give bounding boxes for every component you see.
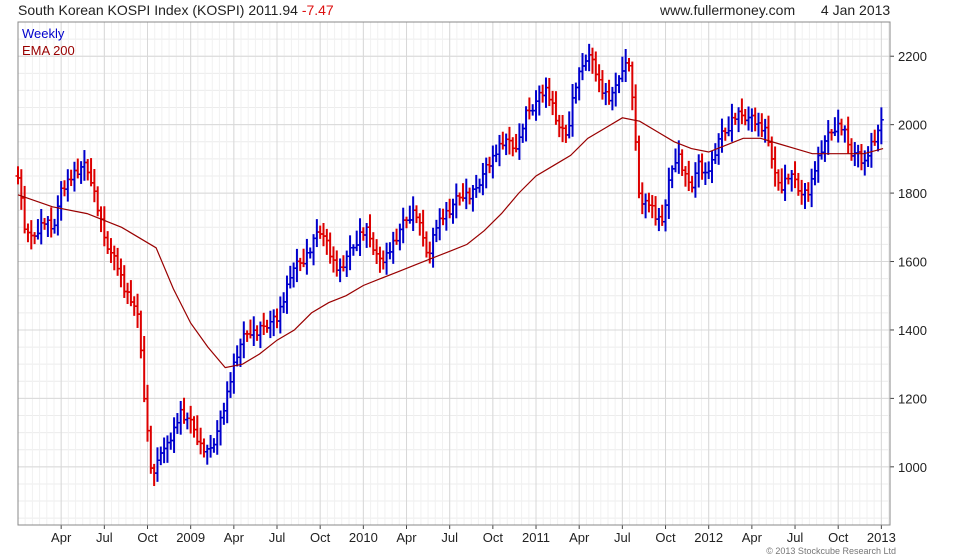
x-tick-label: Oct (310, 530, 331, 545)
x-tick-label: Apr (396, 530, 417, 545)
x-tick-label: 2010 (349, 530, 378, 545)
legend-ema-200: EMA 200 (22, 43, 75, 58)
x-tick-label: Oct (137, 530, 158, 545)
index-title: South Korean KOSPI Index (KOSPI) (18, 2, 245, 18)
x-tick-label: Apr (51, 530, 72, 545)
change-value: -7.47 (301, 2, 334, 18)
x-tick-label: Jul (787, 530, 804, 545)
y-tick-label: 2200 (898, 49, 927, 64)
x-tick-label: Apr (224, 530, 245, 545)
x-tick-label: Oct (655, 530, 676, 545)
y-tick-label: 1000 (898, 460, 927, 475)
site-link[interactable]: www.fullermoney.com (660, 2, 796, 18)
copyright-text: © 2013 Stockcube Research Ltd (766, 546, 896, 556)
x-tick-label: 2012 (694, 530, 723, 545)
legend-weekly: Weekly (22, 26, 65, 41)
x-tick-label: Oct (828, 530, 849, 545)
x-tick-label: Apr (569, 530, 590, 545)
y-tick-label: 1400 (898, 323, 927, 338)
y-tick-label: 1200 (898, 391, 927, 406)
chart-header-right: www.fullermoney.com 4 Jan 2013 (660, 0, 890, 20)
x-tick-label: 2013 (867, 530, 896, 545)
x-tick-label: Jul (269, 530, 286, 545)
last-value: 2011.94 (248, 2, 298, 18)
plot-frame (17, 21, 891, 526)
chart-date: 4 Jan 2013 (820, 2, 891, 18)
chart-header-left: South Korean KOSPI Index (KOSPI) 2011.94… (18, 0, 334, 20)
y-tick-label: 1800 (898, 186, 927, 201)
x-tick-label: 2009 (176, 530, 205, 545)
x-tick-label: Jul (441, 530, 458, 545)
ema-200-line (17, 117, 884, 369)
y-tick-label: 1600 (898, 255, 927, 270)
x-tick-label: Jul (614, 530, 631, 545)
x-tick-label: Oct (483, 530, 504, 545)
x-tick-label: Apr (742, 530, 763, 545)
y-tick-label: 2000 (898, 118, 927, 133)
x-tick-label: Jul (96, 530, 113, 545)
x-tick-label: 2011 (522, 530, 550, 545)
